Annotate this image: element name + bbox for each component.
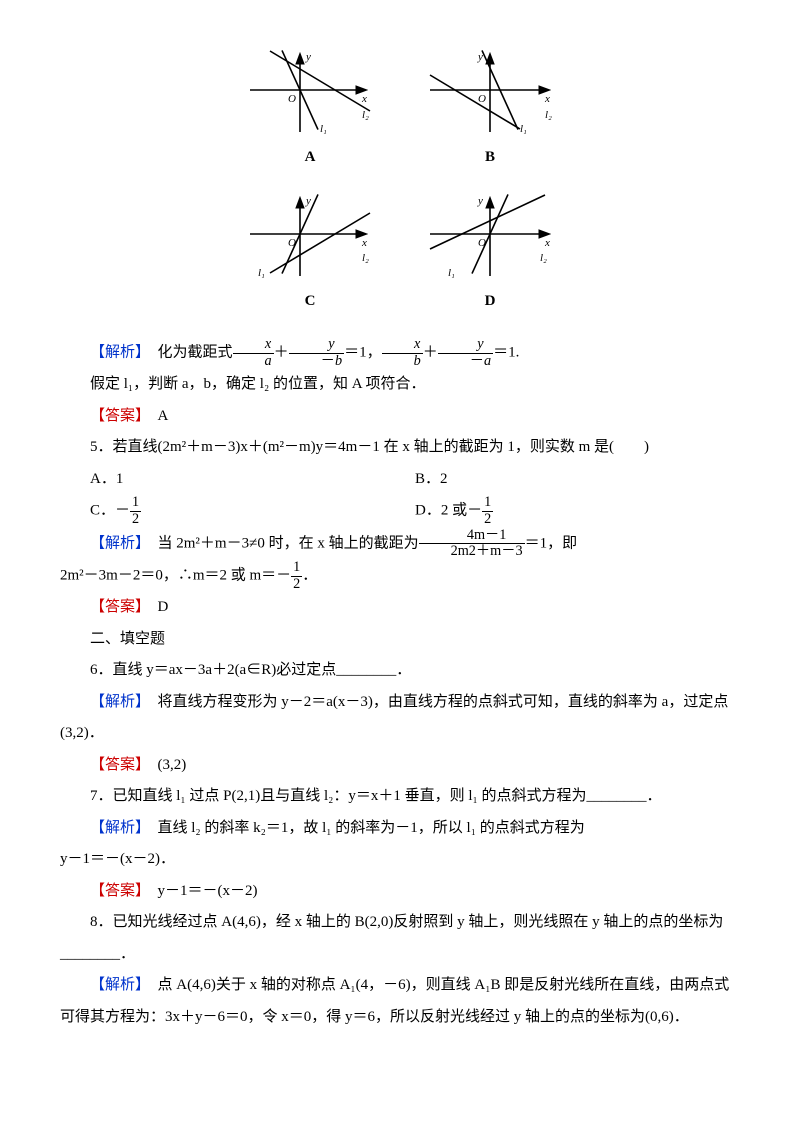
svg-text:y: y [305,195,311,207]
question-7: 7．已知直线 l₁ 过点 P(2,1)且与直线 l₂：y＝x＋1 垂直，则 l₁… [60,781,740,813]
diagram-a: x y O l₁ l₂ A [245,50,375,174]
q5-d-pre: D．2 或－ [415,503,482,519]
svg-text:x: x [544,93,550,105]
answer-label-5: 【答案】 [90,599,143,615]
diagram-label-a: A [305,142,316,174]
a5-den: 2m2＋m－3 [419,544,525,560]
svg-text:x: x [544,237,550,249]
svg-text:O: O [288,93,296,105]
q5-opts-row2: C．－12 D．2 或－12 [90,495,740,527]
analysis-5b: 2m²－3m－2＝0，∴m＝2 或 m＝－12． [60,560,740,592]
q5-opt-b: B．2 [415,464,740,496]
answer-7: 【答案】 y－1＝－(x－2) [60,876,740,908]
svg-text:x: x [361,93,367,105]
analysis-5: 【解析】 当 2m²＋m－3≠0 时，在 x 轴上的截距为4m－12m2＋m－3… [60,528,740,560]
analysis-7b: y－1＝－(x－2)． [60,844,740,876]
answer-label-7: 【答案】 [90,883,143,899]
diagram-label-c: C [305,286,316,318]
svg-text:l₁: l₁ [320,123,327,135]
svg-text:l₂: l₂ [540,252,547,264]
diagram-grid: x y O l₁ l₂ A x y O l₁ l₂ B x y [175,50,625,317]
svg-text:O: O [478,93,486,105]
q5-c-den: 2 [130,512,141,528]
question-5: 5．若直线(2m²＋m－3)x＋(m²－m)y＝4m－1 在 x 轴上的截距为 … [60,432,740,464]
svg-text:y: y [477,195,483,207]
section-2: 二、填空题 [60,624,740,656]
analysis-4b: 假定 l₁，判断 a，b，确定 l₂ 的位置，知 A 项符合． [60,369,740,401]
analysis-7a: 【解析】 直线 l₂ 的斜率 k₂＝1，故 l₁ 的斜率为－1，所以 l₁ 的点… [60,813,740,845]
diagram-label-d: D [485,286,496,318]
svg-text:l₁: l₁ [258,267,265,279]
svg-text:l₁: l₁ [520,123,527,135]
q5-c-pre: C．－ [90,503,130,519]
q5-opt-a: A．1 [90,464,415,496]
svg-text:y: y [477,51,483,63]
diagram-c: x y O l₁ l₂ C [245,194,375,318]
svg-text:l₂: l₂ [362,252,369,264]
answer-5: 【答案】 D [60,592,740,624]
svg-text:y: y [305,51,311,63]
answer-6-val: (3,2) [143,757,187,773]
svg-text:l₁: l₁ [448,267,455,279]
analysis-6: 【解析】 将直线方程变形为 y－2＝a(x－3)，由直线方程的点斜式可知，直线的… [60,687,740,750]
answer-label-6: 【答案】 [90,757,143,773]
question-8: 8．已知光线经过点 A(4,6)，经 x 轴上的 B(2,0)反射照到 y 轴上… [60,907,740,970]
svg-text:l₂: l₂ [362,109,369,121]
a5b-num: 1 [291,560,302,577]
answer-5-val: D [143,599,169,615]
a5b-a: 2m²－3m－2＝0，∴m＝2 或 m＝－ [60,568,291,584]
answer-7-val: y－1＝－(x－2) [143,883,258,899]
analysis-8: 【解析】 点 A(4,6)关于 x 轴的对称点 A₁(4，－6)，则直线 A₁B… [60,970,740,1033]
q5-d-num: 1 [482,495,493,512]
answer-4: 【答案】 A [60,401,740,433]
q5-d-den: 2 [482,512,493,528]
q5-opt-d: D．2 或－12 [415,495,740,527]
q5-c-num: 1 [130,495,141,512]
answer-4-val: A [143,408,169,424]
svg-text:x: x [361,237,367,249]
a5b-b: ． [302,568,317,584]
analysis-4: 【解析】 化为截距式xa＋y－b＝1，xb＋y－a＝1. [60,337,740,369]
txt-4b: ＝1. [493,345,519,361]
diagram-d: x y O l₁ l₂ D [425,194,555,318]
answer-label: 【答案】 [90,408,143,424]
svg-text:l₂: l₂ [545,109,552,121]
a5b-den: 2 [291,577,302,593]
answer-6: 【答案】 (3,2) [60,750,740,782]
diagram-b: x y O l₁ l₂ B [425,50,555,174]
diagram-label-b: B [485,142,495,174]
analysis-label: 【解析】 化为截距式 [90,345,233,361]
q5-opts-row1: A．1 B．2 [90,464,740,496]
a5-num: 4m－1 [419,528,525,545]
question-6: 6．直线 y＝ax－3a＋2(a∈R)必过定点________． [60,655,740,687]
q5-opt-c: C．－12 [90,495,415,527]
a5-post: ＝1，即 [525,535,578,551]
txt-4a: ＝1， [344,345,382,361]
analysis-5-label: 【解析】 当 2m²＋m－3≠0 时，在 x 轴上的截距为 [90,535,419,551]
